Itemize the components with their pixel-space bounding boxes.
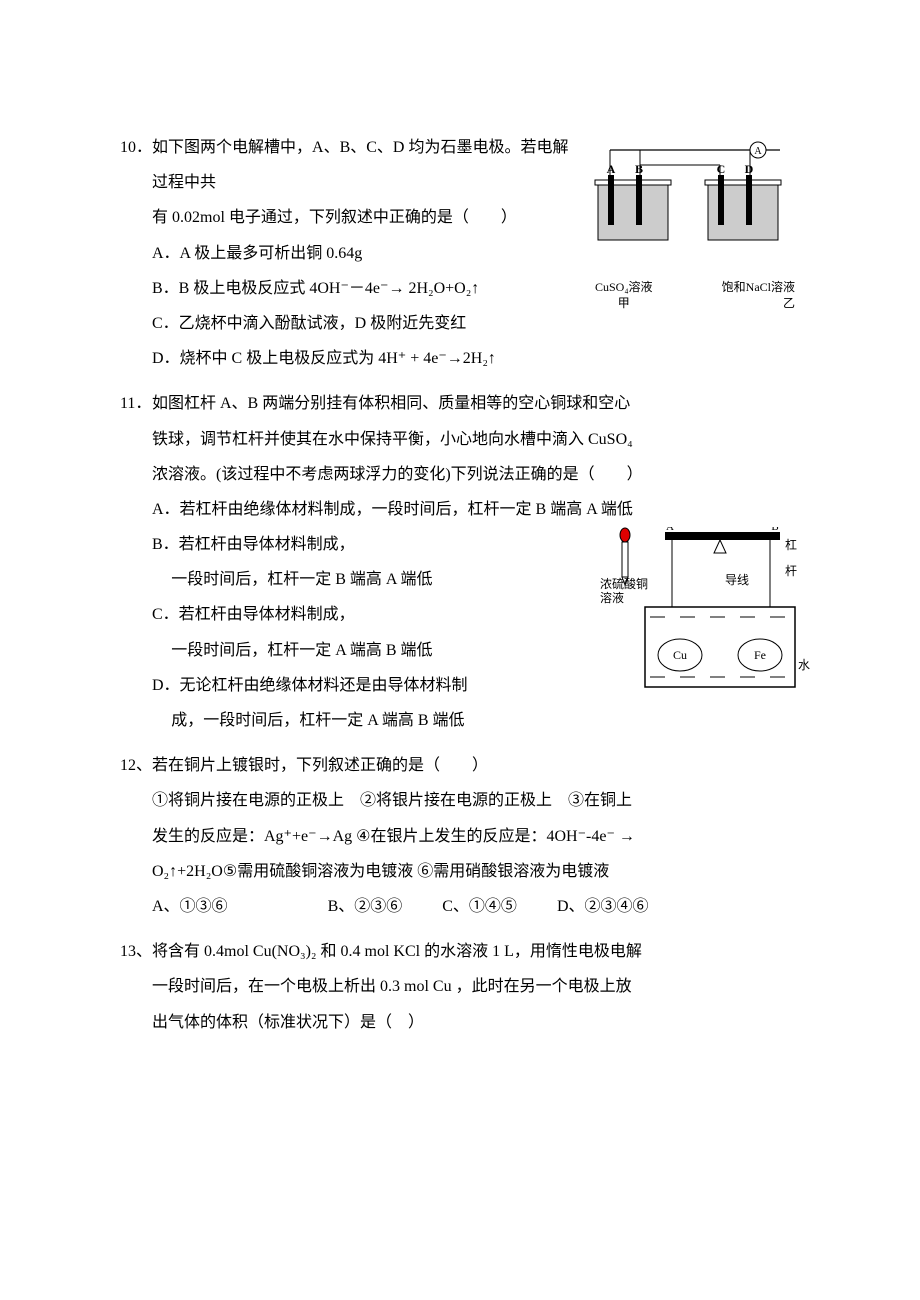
q10-opt-d: D．烧杯中 C 极上电极反应式为 4H⁺ + 4e⁻→2H₂↑ — [120, 341, 800, 376]
q13-stem-line1: 将含有 0.4mol Cu(NO₃)₂ 和 0.4 mol KCl 的水溶液 1… — [152, 934, 800, 969]
q11-opt-b2: 一段时间后，杠杆一定 B 端高 A 端低 — [120, 562, 591, 597]
lever-a: A — [666, 527, 674, 533]
q13-stem-line3: 出气体的体积（标准状况下）是（ ） — [120, 1005, 800, 1040]
q10-number: 10． — [120, 130, 152, 165]
beaker2-label: 饱和NaCl溶液 — [722, 280, 795, 296]
diagram-lever: A B Cu Fe — [610, 527, 800, 707]
q12-stem-line3: 发生的反应是：Ag⁺+e⁻→Ag ④在银片上发生的反应是：4OH⁻-4e⁻ → — [120, 819, 800, 854]
q11-number: 11． — [120, 386, 152, 421]
q11-opt-c1: C．若杠杆由导体材料制成， — [120, 597, 572, 632]
question-13: 13、 将含有 0.4mol Cu(NO₃)₂ 和 0.4 mol KCl 的水… — [120, 934, 800, 1040]
q12-opt-d: D、②③④⑥ — [557, 889, 649, 924]
label-wire: 导线 — [725, 567, 749, 593]
q11-opt-d1: D．无论杠杆由绝缘体材料还是由导体材料制 — [120, 668, 572, 703]
q12-number: 12、 — [120, 748, 152, 783]
q12-opt-b: B、②③⑥ — [328, 889, 403, 924]
label-dropper: 浓硫酸铜溶液 — [600, 577, 650, 606]
q11-opt-c2: 一段时间后，杠杆一定 A 端高 B 端低 — [120, 633, 591, 668]
question-10: A A B C D CuSO₄溶液 — [120, 130, 800, 376]
q12-opt-c: C、①④⑤ — [442, 889, 517, 924]
q13-stem-line2: 一段时间后，在一个电极上析出 0.3 mol Cu ，此时在另一个电极上放 — [120, 969, 800, 1004]
electrode-d-label: D — [745, 162, 754, 176]
question-11: 11． 如图杠杆 A、B 两端分别挂有体积相同、质量相等的空心铜球和空心 铁球，… — [120, 386, 800, 738]
figure-q10: A A B C D CuSO₄溶液 — [590, 130, 800, 311]
q11-opt-b1: B．若杠杆由导体材料制成， — [120, 527, 572, 562]
q10-stem-line1: 如下图两个电解槽中，A、B、C、D 均为石墨电极。若电解过程中共 — [152, 130, 580, 200]
electrode-c-label: C — [717, 162, 726, 176]
label-lever: 杠杆 — [785, 532, 800, 585]
q11-stem-line3: 浓溶液。(该过程中不考虑两球浮力的变化)下列说法正确的是（ ） — [120, 457, 800, 492]
diagram-electrolysis: A A B C D — [590, 130, 800, 280]
q10-opt-c: C．乙烧杯中滴入酚酞试液，D 极附近先变红 — [120, 306, 800, 341]
beaker1-sub: 甲 — [595, 296, 653, 312]
q11-opt-d2: 成，一段时间后，杠杆一定 A 端高 B 端低 — [120, 703, 591, 738]
q12-stem-line4: O₂↑+2H₂O⑤需用硫酸铜溶液为电镀液 ⑥需用硝酸银溶液为电镀液 — [120, 854, 800, 889]
ammeter-label: A — [754, 146, 762, 157]
electrode-a-label: A — [607, 162, 616, 176]
label-water: 水 — [798, 652, 810, 678]
q13-number: 13、 — [120, 934, 152, 969]
beaker1-label: CuSO₄溶液 — [595, 280, 653, 296]
q11-opt-a: A．若杠杆由绝缘体材料制成，一段时间后，杠杆一定 B 端高 A 端低 — [120, 492, 800, 527]
q12-opt-a: A、①③⑥ — [152, 889, 228, 924]
lever-b: B — [771, 527, 778, 533]
sphere-fe: Fe — [754, 648, 766, 662]
beaker2-sub: 乙 — [722, 296, 795, 312]
figure-q11: A B Cu Fe 杠杆 — [610, 527, 800, 707]
q11-stem-line2: 铁球，调节杠杆并使其在水中保持平衡，小心地向水槽中滴入 CuSO₄ — [120, 422, 800, 457]
electrode-b-label: B — [635, 162, 643, 176]
q12-stem-line1: 若在铜片上镀银时，下列叙述正确的是（ ） — [152, 748, 800, 783]
q11-stem-line1: 如图杠杆 A、B 两端分别挂有体积相同、质量相等的空心铜球和空心 — [152, 386, 800, 421]
q12-stem-line2: ①将铜片接在电源的正极上 ②将银片接在电源的正极上 ③在铜上 — [120, 783, 800, 818]
sphere-cu: Cu — [673, 648, 687, 662]
question-12: 12、 若在铜片上镀银时，下列叙述正确的是（ ） ①将铜片接在电源的正极上 ②将… — [120, 748, 800, 924]
